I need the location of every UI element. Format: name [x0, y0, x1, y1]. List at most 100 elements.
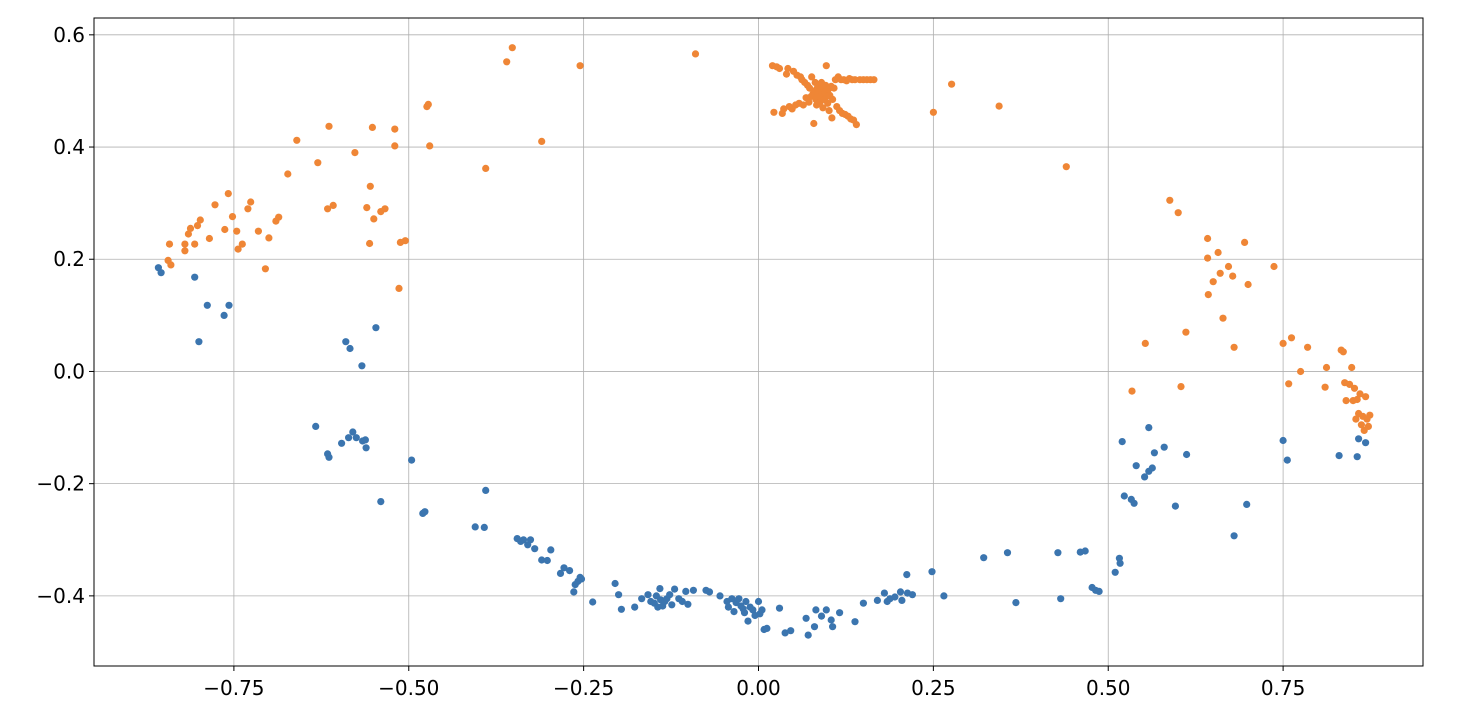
data-point [1216, 269, 1224, 277]
data-point [903, 571, 911, 579]
data-point [1353, 395, 1361, 404]
data-point [812, 606, 820, 614]
data-point [799, 101, 807, 109]
data-point [395, 284, 403, 292]
data-point [896, 588, 905, 596]
data-point [324, 205, 332, 213]
data-point [391, 142, 399, 150]
data-point [421, 508, 429, 516]
data-point [1166, 196, 1174, 204]
data-point [358, 362, 366, 370]
x-tick-label: −0.50 [378, 676, 439, 700]
data-point [825, 107, 833, 115]
data-point [538, 556, 546, 564]
data-point [617, 605, 626, 613]
data-point [275, 213, 283, 221]
data-point [1342, 397, 1350, 405]
data-point [362, 444, 370, 452]
data-points [154, 44, 1374, 639]
data-point [261, 265, 269, 273]
data-point [824, 99, 832, 107]
data-point [538, 137, 546, 145]
x-tick-label: 0.75 [1261, 676, 1306, 700]
data-point [372, 324, 380, 332]
grid-lines [94, 18, 1423, 666]
data-point [819, 104, 827, 112]
axes: −0.75 −0.50 −0.25 0.00 0.25 0.50 0.75 −0.4 −0.2 0… [36, 23, 1305, 700]
data-point [408, 456, 416, 464]
data-point [891, 593, 899, 601]
data-point [808, 73, 816, 81]
data-point [1322, 363, 1331, 372]
data-point [1339, 348, 1347, 356]
data-point [859, 599, 868, 607]
data-point [817, 612, 826, 620]
data-point [325, 122, 333, 130]
data-point [829, 95, 837, 103]
data-point [191, 240, 199, 248]
data-point [851, 618, 859, 626]
data-point [1297, 367, 1305, 376]
data-point [560, 564, 568, 572]
data-point [1141, 339, 1149, 347]
data-point [556, 569, 565, 578]
data-point [228, 213, 237, 221]
data-point [873, 596, 882, 605]
data-point [782, 70, 791, 78]
data-point [758, 606, 766, 614]
x-tick-label: 0.25 [911, 676, 956, 700]
data-point [684, 600, 692, 608]
data-point [898, 596, 906, 605]
data-point [1062, 163, 1070, 171]
data-point [828, 114, 836, 122]
data-point [830, 84, 838, 92]
data-point [742, 597, 750, 606]
data-point [1224, 262, 1233, 271]
data-point [508, 44, 516, 52]
data-point [184, 230, 192, 238]
data-point [995, 102, 1003, 110]
data-point [244, 205, 252, 213]
data-point [763, 624, 771, 633]
data-point [426, 142, 434, 150]
data-point [377, 498, 385, 506]
data-point [691, 50, 700, 58]
data-point [787, 627, 795, 635]
x-tick-label: 0.50 [1086, 676, 1131, 700]
data-point [1279, 436, 1287, 445]
data-point [205, 234, 213, 243]
data-point [181, 247, 189, 255]
data-point [1283, 456, 1291, 464]
data-point [547, 546, 555, 554]
data-point [804, 631, 812, 639]
data-point [870, 76, 878, 84]
data-point [233, 227, 241, 235]
y-tick-label: 0.2 [53, 247, 85, 271]
data-point [666, 591, 674, 599]
data-point [1364, 422, 1372, 430]
data-point [1352, 415, 1360, 423]
data-point [424, 100, 432, 108]
x-tick-label: 0.00 [736, 676, 781, 700]
data-point [503, 58, 511, 66]
data-point [191, 273, 199, 281]
y-tick-label: 0.4 [53, 135, 85, 159]
data-point [1081, 547, 1089, 555]
data-point [716, 592, 724, 600]
data-point [519, 536, 528, 544]
data-point [668, 601, 676, 609]
data-point [1204, 234, 1212, 243]
data-point [181, 240, 189, 248]
data-point [570, 588, 578, 596]
data-point [1335, 452, 1343, 460]
y-tick-label: −0.4 [36, 584, 85, 608]
data-point [1353, 453, 1361, 461]
data-point [576, 62, 584, 70]
data-point [829, 623, 837, 631]
data-point [196, 216, 204, 224]
data-point [1095, 587, 1103, 596]
data-point [1182, 328, 1190, 336]
data-point [293, 136, 301, 144]
data-point [361, 436, 369, 444]
